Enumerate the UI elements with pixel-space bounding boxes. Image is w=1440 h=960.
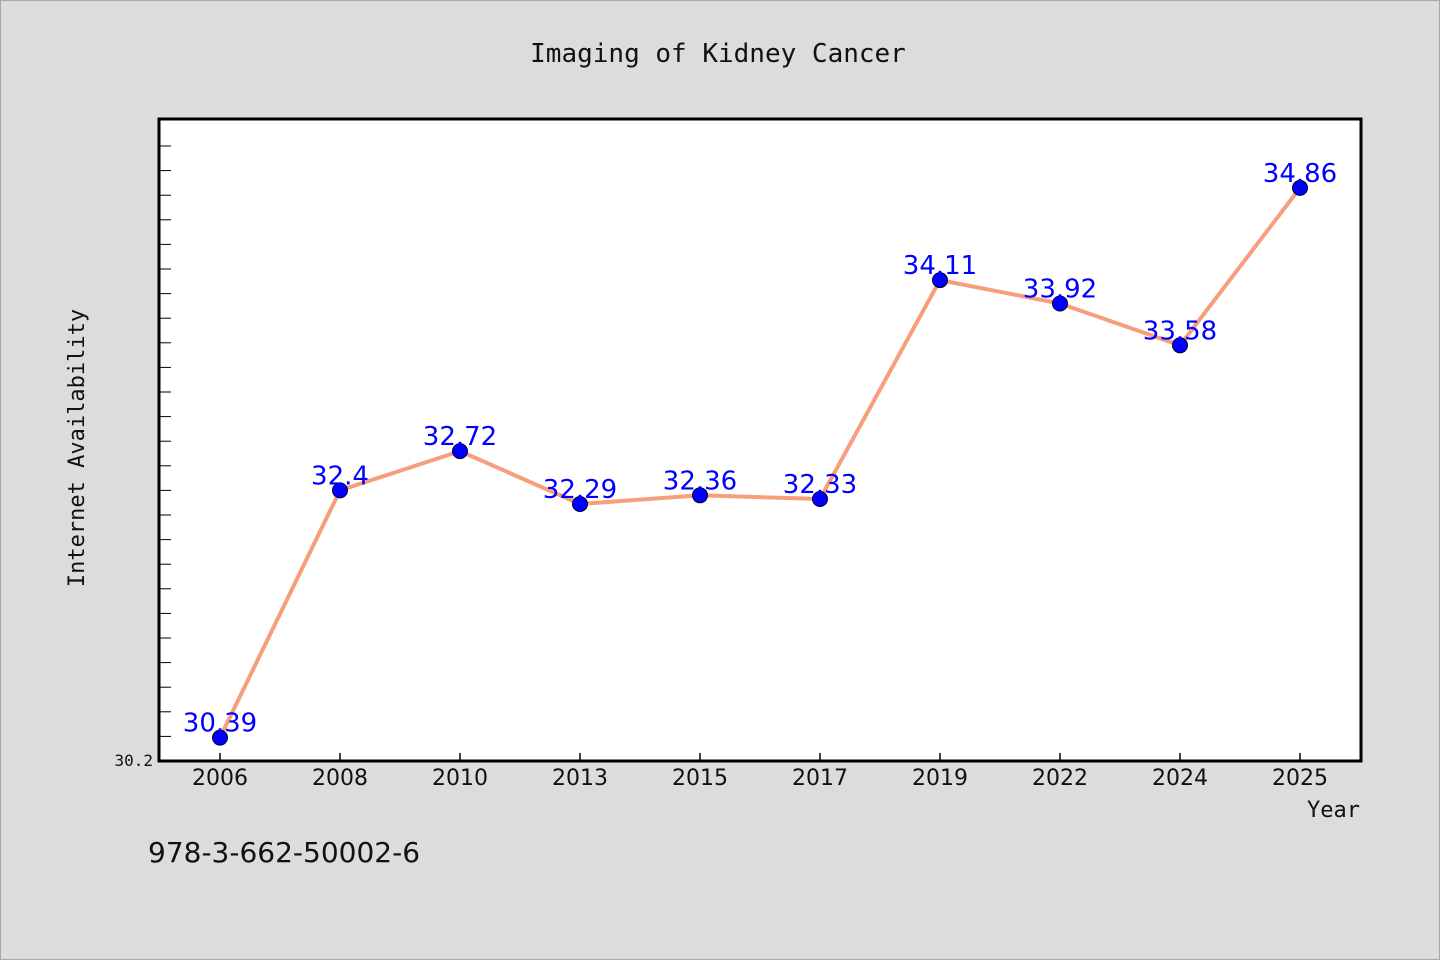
- x-tick-label: 2013: [552, 766, 608, 791]
- x-axis-tick-labels: 2006 2008 2010 2013 2015 2017 2019 2022 2024 2025: [192, 766, 1328, 791]
- y-tick-label: 30.2: [114, 751, 153, 770]
- data-labels: 30.39 32.4 32.72 32.29 32.36 32.33 34.11 33.92 3…: [183, 159, 1337, 739]
- x-tick-label: 2006: [192, 766, 248, 791]
- y-axis-label: Internet Availability: [65, 309, 90, 587]
- data-label: 34.86: [1263, 159, 1337, 189]
- data-point: [1292, 179, 1308, 196]
- data-label: 32.29: [543, 475, 617, 505]
- data-label: 34.11: [903, 251, 977, 281]
- x-tick-label: 2015: [672, 766, 728, 791]
- x-tick-label: 2008: [312, 766, 368, 791]
- x-tick-label: 2024: [1152, 766, 1208, 791]
- data-point: [932, 272, 948, 289]
- data-label: 30.39: [183, 709, 257, 739]
- chart-title: Imaging of Kidney Cancer: [530, 39, 906, 69]
- x-tick-label: 2010: [432, 766, 488, 791]
- series-markers: [212, 179, 1308, 746]
- data-label: 33.58: [1143, 316, 1217, 346]
- x-tick-label: 2022: [1032, 766, 1088, 791]
- x-tick-label: 2017: [792, 766, 848, 791]
- x-axis-ticks: [219, 753, 1301, 761]
- data-point: [572, 496, 588, 512]
- series-line: [218, 186, 1302, 739]
- data-point: [1052, 295, 1068, 312]
- data-point: [692, 487, 708, 504]
- x-tick-label: 2025: [1272, 766, 1328, 791]
- plot-area: [157, 117, 1363, 763]
- y-axis-tick-labels: 30.2: [114, 751, 153, 770]
- data-label: 32.33: [783, 470, 857, 500]
- data-point: [212, 729, 228, 746]
- data-point: [332, 482, 348, 499]
- data-label: 32.36: [663, 466, 737, 496]
- data-label: 32.4: [311, 461, 369, 491]
- data-point: [812, 491, 828, 507]
- isbn-text: 978-3-662-50002-6: [148, 836, 420, 869]
- y-axis-minor-ticks: [159, 145, 171, 737]
- data-label: 33.92: [1023, 275, 1097, 305]
- x-tick-label: 2019: [912, 766, 968, 791]
- data-point: [452, 443, 468, 460]
- data-point: [1172, 337, 1188, 354]
- data-label: 32.72: [423, 422, 497, 452]
- x-axis-label: Year: [1307, 798, 1360, 823]
